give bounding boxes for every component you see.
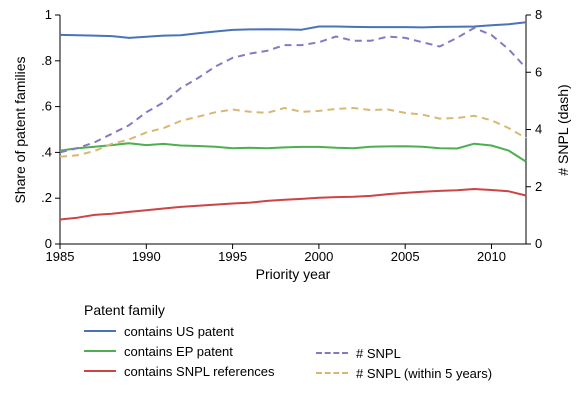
x-tick-label: 2005 [391,249,420,264]
series-line-contains-snpl-references [59,188,527,221]
ticks-layer: 1985 1990 1995 2000 2005 2010 0 .2 .4 .6 .8 1 0 2 4 6 8 [41,7,542,264]
legend: Patent family contains US patent contains… [80,302,550,402]
y-right-tick-label: 4 [535,122,542,137]
y-axis-right-title: # SNPL (dash) [555,84,571,175]
legend-label: # SNPL [356,345,401,361]
legend-item-contains-ep-patent: contains EP patent [84,342,233,360]
x-tick-label: 2000 [304,249,333,264]
series-layer [59,21,527,221]
y-left-tick-label: 0 [45,236,52,251]
legend-swatch [84,330,116,332]
y-right-tick-label: 8 [535,7,542,22]
y-right-tick-label: 2 [535,179,542,194]
legend-swatch [316,352,348,354]
legend-label: contains US patent [124,323,234,339]
line-chart: 1985 1990 1995 2000 2005 20100.2.4.6.8102468 … [12,7,571,282]
x-axis-title: Priority year [256,266,331,282]
y-left-tick-label: 1 [45,7,52,22]
legend-item-contains-snpl-references: contains SNPL references [84,362,275,380]
y-left-tick-label: .2 [41,190,52,205]
legend-swatch [316,372,348,374]
legend-item-snpl-within-5-years: # SNPL (within 5 years) [316,364,492,382]
series-line-snpl [59,26,527,154]
series-line-snpl-within-5-years [59,107,527,158]
y-left-tick-label: .8 [41,53,52,68]
legend-label: contains SNPL references [124,363,275,379]
legend-label: contains EP patent [124,343,233,359]
legend-swatch [84,370,116,372]
x-tick-label: 1995 [218,249,247,264]
series-line-contains-us-patent [59,21,527,39]
legend-item-snpl: # SNPL [316,344,401,362]
legend-item-contains-us-patent: contains US patent [84,322,234,340]
x-tick-label: 1985 [46,249,75,264]
y-right-tick-label: 0 [535,236,542,251]
plot-area [60,15,526,244]
x-tick-label: 1990 [132,249,161,264]
legend-title: Patent family [84,302,165,318]
y-left-tick-label: .4 [41,144,52,159]
series-line-contains-ep-patent [59,142,527,163]
y-axis-left-title: Share of patent families [12,56,28,203]
legend-label: # SNPL (within 5 years) [356,365,493,381]
y-right-tick-label: 6 [535,64,542,79]
y-left-tick-label: .6 [41,99,52,114]
x-tick-label: 2010 [477,249,506,264]
legend-swatch [84,350,116,352]
